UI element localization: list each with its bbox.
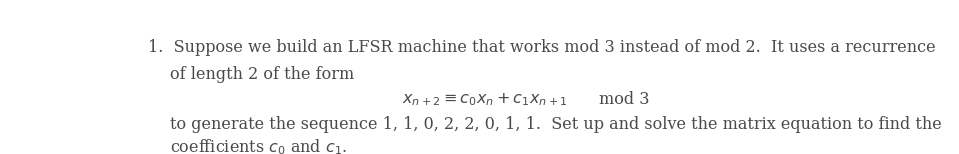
Text: to generate the sequence 1, 1, 0, 2, 2, 0, 1, 1.  Set up and solve the matrix eq: to generate the sequence 1, 1, 0, 2, 2, … — [171, 116, 942, 133]
Text: 1.  Suppose we build an LFSR machine that works mod 3 instead of mod 2.  It uses: 1. Suppose we build an LFSR machine that… — [148, 39, 936, 56]
Text: coefficients $c_0$ and $c_1$.: coefficients $c_0$ and $c_1$. — [171, 137, 348, 154]
Text: mod 3: mod 3 — [599, 91, 650, 108]
Text: $x_{n+2} \equiv c_0x_n + c_1x_{n+1}$: $x_{n+2} \equiv c_0x_n + c_1x_{n+1}$ — [403, 91, 568, 108]
Text: of length 2 of the form: of length 2 of the form — [171, 66, 355, 83]
